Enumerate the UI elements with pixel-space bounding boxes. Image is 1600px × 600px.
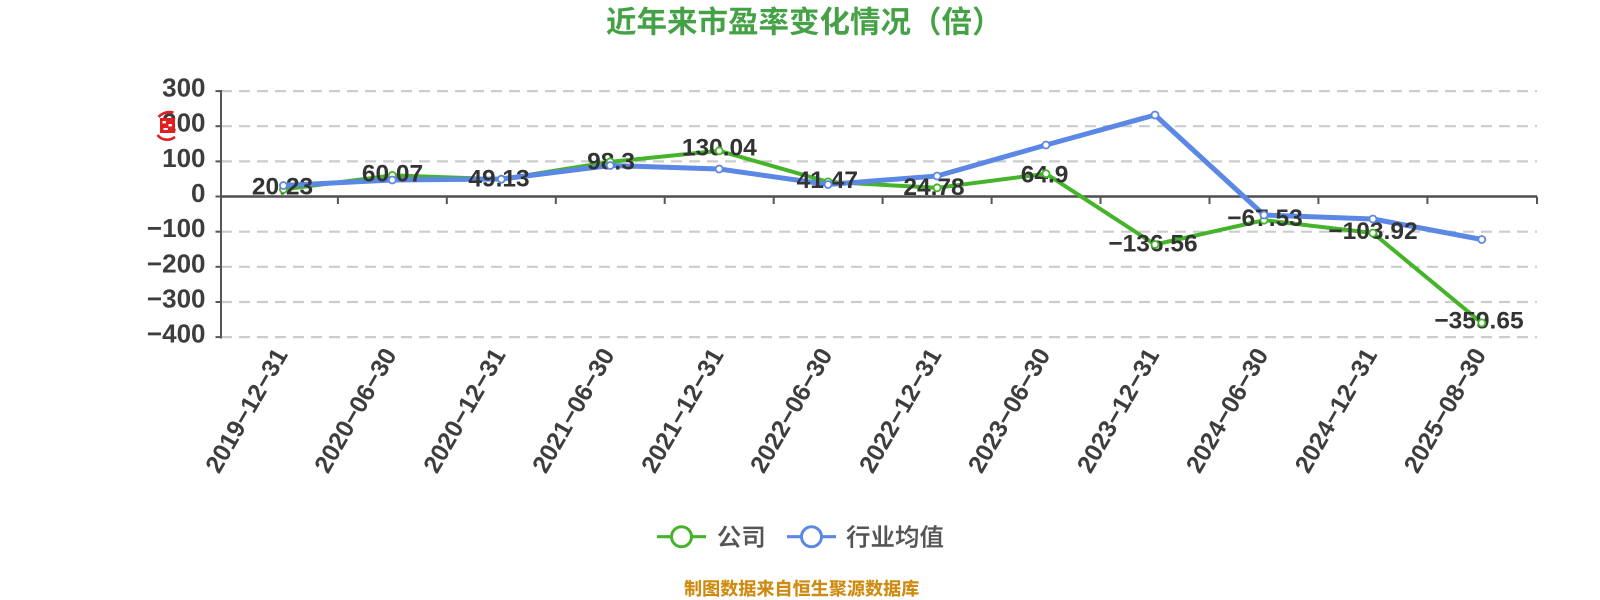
svg-text:−200: −200 [147,248,206,278]
svg-text:−300: −300 [147,284,206,314]
svg-text:0: 0 [191,178,205,208]
svg-text:−100: −100 [147,213,206,243]
svg-text:300: 300 [162,73,205,103]
svg-text:100: 100 [162,143,205,173]
svg-text:−400: −400 [147,319,206,349]
